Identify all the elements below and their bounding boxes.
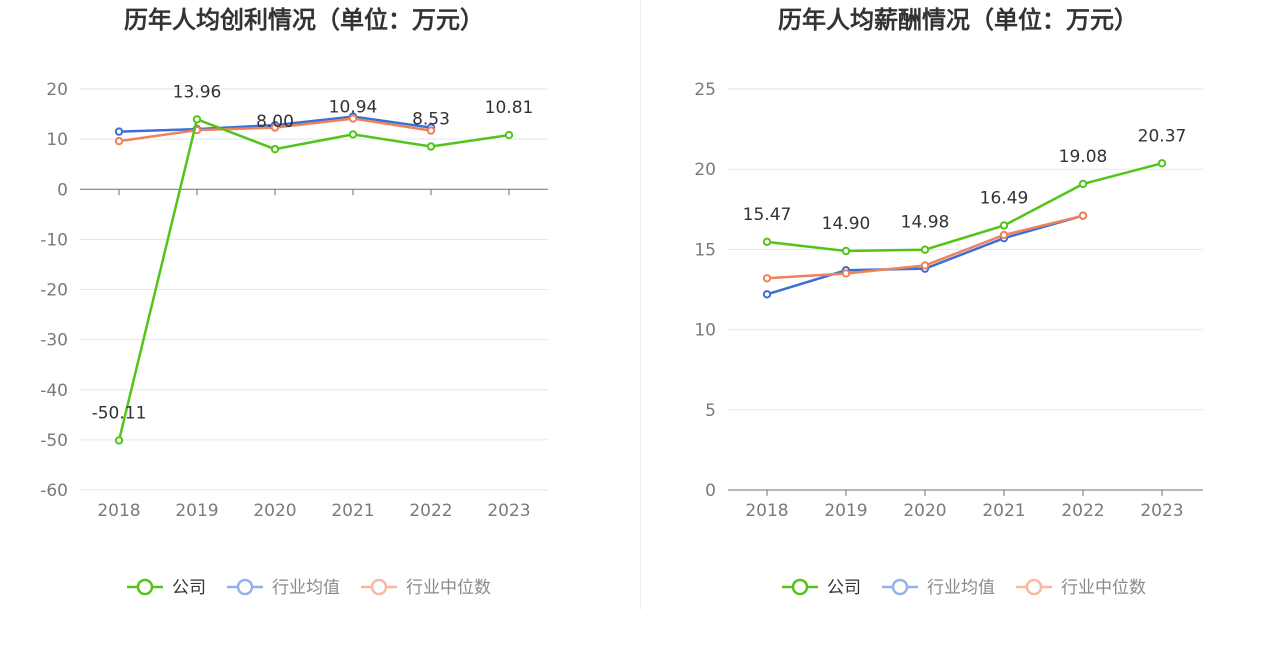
data-label: 20.37	[1138, 126, 1187, 146]
y-tick-label: -10	[40, 230, 68, 250]
legend-item-1: 行业均值	[227, 578, 340, 598]
data-point	[192, 115, 202, 124]
x-tick-label: 2022	[1061, 501, 1104, 521]
legend-label: 公司	[172, 578, 206, 598]
data-point	[270, 144, 280, 154]
y-tick-label: 20	[46, 80, 68, 100]
series-line	[766, 162, 1163, 253]
data-label: 10.81	[485, 98, 534, 118]
legend-marker	[791, 578, 809, 596]
y-tick-label: 5	[705, 401, 716, 421]
x-tick-label: 2018	[97, 501, 140, 521]
x-tick-label: 2020	[253, 501, 296, 521]
data-point	[348, 130, 358, 139]
series-0	[114, 115, 514, 445]
x-tick-label: 2021	[982, 501, 1025, 521]
data-label: 16.49	[980, 189, 1029, 209]
data-label: 8.00	[256, 112, 294, 132]
legend-item-1: 行业均值	[882, 578, 995, 598]
series-2	[114, 114, 436, 146]
salary-per-capita-chart: 历年人均薪酬情况（单位：万元） 25 20 15 10 5 0 2018 2019 2020 202…	[694, 6, 1203, 598]
legend-marker	[236, 578, 254, 596]
y-tick-label: 0	[705, 481, 716, 501]
data-label: 19.08	[1059, 147, 1108, 167]
data-label: -50.11	[92, 403, 147, 423]
data-point	[762, 237, 772, 247]
legend-label: 行业均值	[272, 578, 340, 598]
series-line	[117, 118, 510, 441]
y-tick-label: -60	[40, 481, 68, 501]
x-tick-label: 2022	[409, 501, 452, 521]
legend-item-0: 公司	[127, 578, 206, 598]
legend-item-2: 行业中位数	[1016, 578, 1146, 598]
data-point	[999, 230, 1009, 240]
y-tick-label: 10	[694, 321, 716, 341]
legend-item-2: 行业中位数	[361, 578, 491, 598]
profit-per-capita-chart: 历年人均创利情况（单位：万元） 20 10 0 -10 -20 -30 -40 -50 -60 20…	[40, 6, 548, 598]
x-tick-label: 2018	[745, 501, 788, 521]
legend-label: 公司	[827, 578, 861, 598]
data-point	[999, 221, 1009, 230]
chart-divider	[640, 0, 641, 610]
y-tick-label: 10	[46, 130, 68, 150]
y-tick-label: -40	[40, 381, 68, 401]
legend-marker	[891, 578, 909, 596]
data-label: 8.53	[412, 109, 450, 129]
x-tick-label: 2021	[331, 501, 374, 521]
y-tick-label: -20	[40, 281, 68, 301]
data-point	[114, 127, 124, 136]
legend-label: 行业中位数	[1061, 578, 1146, 598]
x-tick-label: 2019	[175, 501, 218, 521]
y-tick-label: 20	[694, 160, 716, 180]
y-tick-label: -50	[40, 431, 68, 451]
data-point	[348, 114, 358, 123]
y-tick-label: -30	[40, 331, 68, 351]
legend-marker	[136, 578, 154, 596]
y-tick-label: 25	[694, 80, 716, 100]
chart-title: 历年人均薪酬情况（单位：万元）	[778, 6, 1138, 34]
y-tick-label: 0	[57, 180, 68, 200]
chart-title: 历年人均创利情况（单位：万元）	[124, 6, 484, 34]
data-point	[1157, 159, 1167, 168]
legend-marker	[370, 578, 388, 596]
series-0	[762, 159, 1167, 256]
x-tick-label: 2019	[824, 501, 867, 521]
data-point	[841, 246, 851, 256]
data-point	[1078, 179, 1088, 189]
legend-label: 行业均值	[927, 578, 995, 598]
data-label: 13.96	[173, 82, 222, 102]
data-point	[841, 269, 851, 278]
data-point	[114, 436, 124, 445]
data-label: 14.90	[822, 214, 871, 234]
x-tick-label: 2020	[903, 501, 946, 521]
data-point	[426, 142, 436, 151]
data-point	[114, 136, 124, 146]
data-point	[426, 126, 436, 135]
series-2	[762, 211, 1088, 283]
data-point	[920, 261, 930, 270]
x-tick-label: 2023	[1140, 501, 1183, 521]
data-label: 15.47	[743, 205, 792, 225]
data-point	[762, 290, 772, 299]
data-point	[270, 123, 280, 132]
legend-marker	[1025, 578, 1043, 596]
data-point	[920, 245, 930, 254]
legend-item-0: 公司	[782, 578, 861, 598]
data-point	[762, 274, 772, 283]
data-point	[504, 130, 514, 140]
legend-label: 行业中位数	[406, 578, 491, 598]
data-label: 10.94	[329, 97, 378, 117]
data-label: 14.98	[901, 213, 950, 233]
data-point	[1078, 211, 1088, 220]
y-tick-label: 15	[694, 240, 716, 260]
x-tick-label: 2023	[487, 501, 530, 521]
